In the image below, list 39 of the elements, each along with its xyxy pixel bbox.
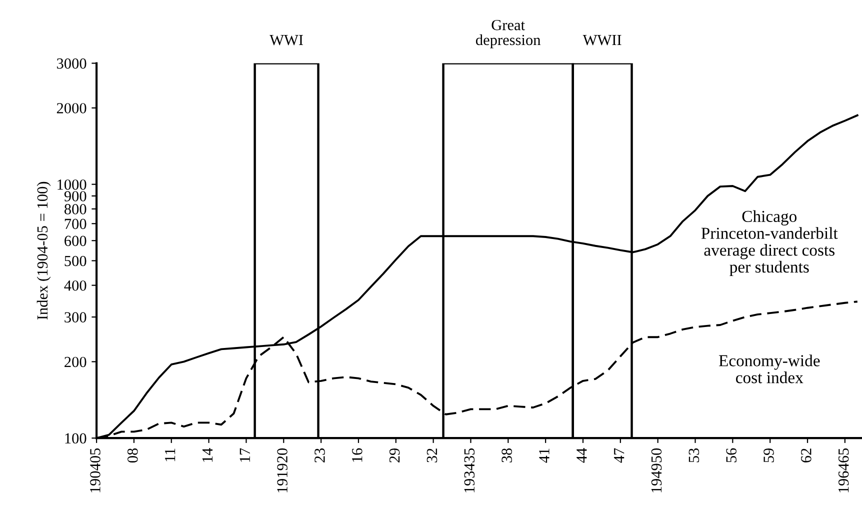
y-tick-label: 700 [64,218,86,230]
x-tick-label: 41 [539,448,550,463]
x-tick-label: 47 [614,448,624,463]
y-tick-label: 900 [64,191,86,202]
y-tick-label: 3000 [56,58,86,69]
series-label: Economy-wide cost index [718,354,820,384]
x-tick-label: 196465 [838,448,849,492]
y-tick-label: 200 [64,356,86,368]
y-tick-label: 2000 [56,103,86,114]
x-tick-label: 23 [314,448,325,462]
y-tick-label: 400 [64,280,86,291]
text: WWII [582,34,622,46]
y-tick-label: 300 [64,312,86,322]
x-tick-label: 191920 [277,448,288,492]
x-tick-label: 16 [352,448,362,462]
x-tick-label: 56 [726,448,736,462]
x-tick-label: 59 [764,448,774,462]
y-axis-title: Index (1904-05 = 100) [36,182,51,320]
y-tick-label: 800 [64,204,86,214]
x-tick-label: 14 [202,448,212,462]
x-tick-label: 53 [688,448,700,462]
x-tick-label: 29 [389,448,400,462]
series-label: Chicago Princeton-vanderbilt average direct costs per students [701,210,838,276]
y-tick-label: 500 [64,256,86,266]
x-tick-label: 194950 [651,448,662,492]
x-tick-label: 62 [801,448,812,462]
text: Great depression [476,20,541,48]
x-tick-label: 11 [164,448,176,462]
x-tick-label: 190405 [90,448,100,492]
y-tick-label: 100 [65,433,86,444]
x-tick-label: 38 [502,448,512,462]
y-tick-label: 600 [64,236,86,246]
x-tick-label: 193435 [464,448,475,492]
x-tick-label: 17 [240,448,250,462]
text: WWI [270,34,303,46]
x-tick-label: 44 [576,448,587,463]
y-tick-label: 1000 [58,179,86,190]
x-tick-label: 32 [426,448,438,462]
x-tick-label: 08 [127,448,138,463]
